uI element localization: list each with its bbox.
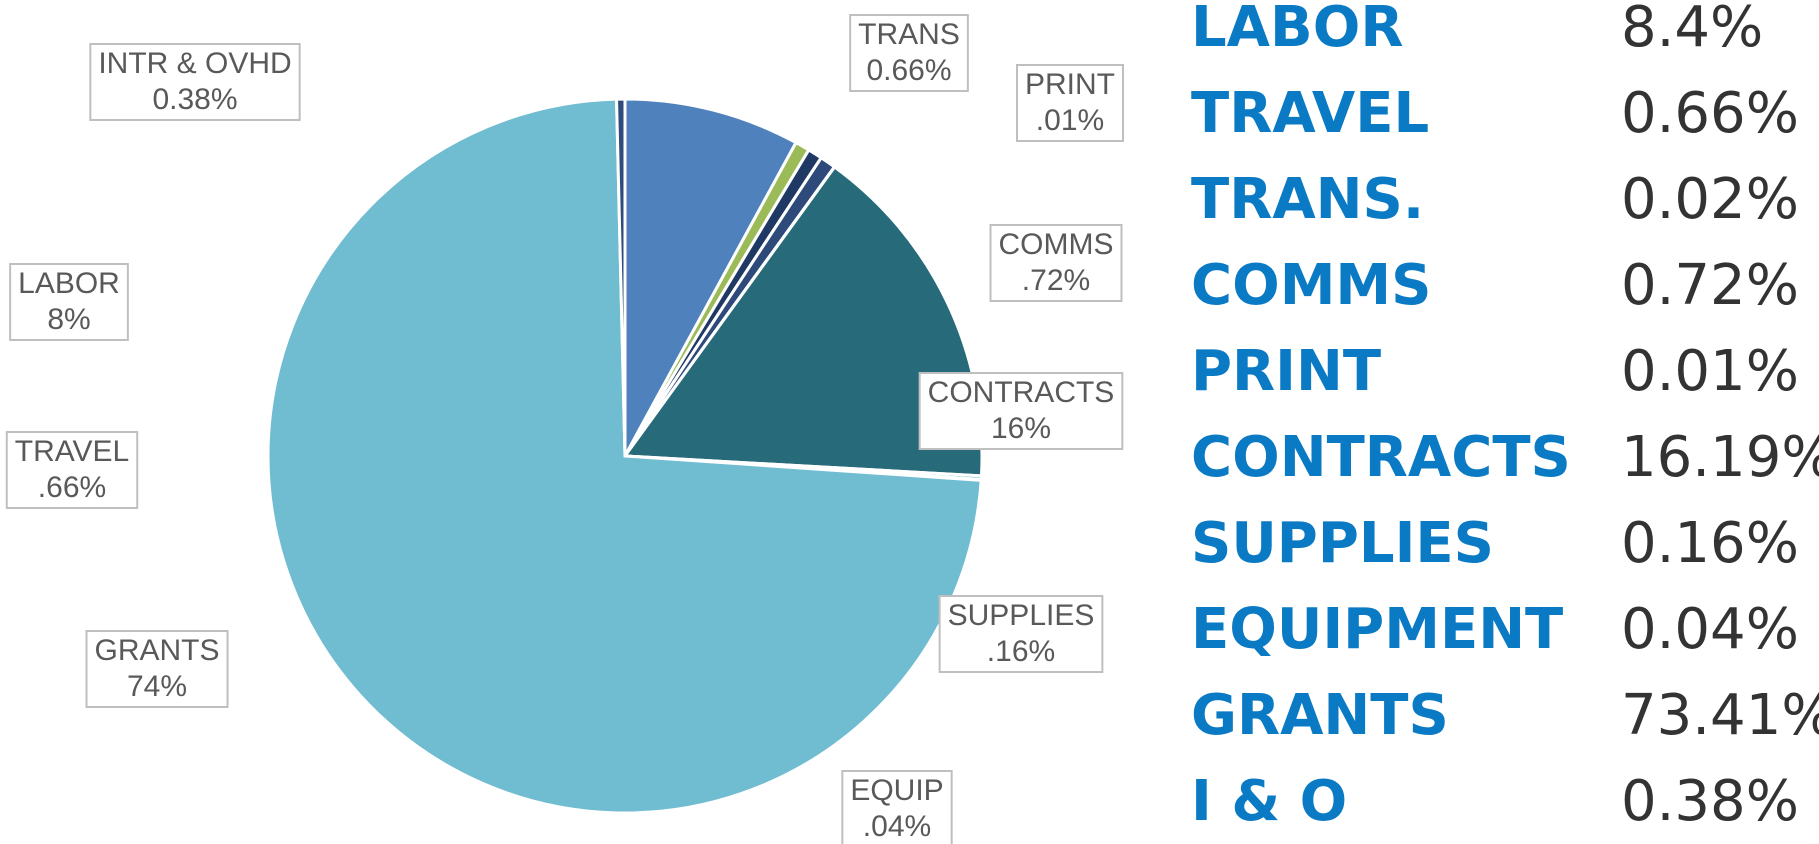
label-name: COMMS bbox=[999, 228, 1114, 261]
label-value: 74% bbox=[127, 670, 187, 703]
label-name: TRANS bbox=[858, 18, 960, 51]
label-name: PRINT bbox=[1025, 68, 1115, 101]
table-value: 16.19% bbox=[1621, 425, 1819, 490]
table-name: TRAVEL bbox=[1191, 81, 1429, 146]
table-value: 0.38% bbox=[1621, 769, 1799, 834]
pie-slice bbox=[623, 97, 799, 457]
label-box bbox=[85, 630, 229, 708]
table-name: I & O bbox=[1191, 769, 1347, 834]
label-value: .66% bbox=[38, 471, 106, 504]
table-name: CONTRACTS bbox=[1191, 425, 1571, 490]
label-name: SUPPLIES bbox=[948, 599, 1095, 632]
label-name: LABOR bbox=[18, 267, 120, 300]
label-value: .01% bbox=[1036, 104, 1104, 137]
label-box bbox=[849, 14, 969, 92]
label-box bbox=[89, 43, 301, 121]
label-name: GRANTS bbox=[94, 634, 219, 667]
table-name: COMMS bbox=[1191, 253, 1432, 318]
table-value: 73.41% bbox=[1621, 683, 1819, 748]
pie-slice bbox=[614, 97, 627, 457]
table-name: EQUIPMENT bbox=[1191, 597, 1563, 662]
table-value: 0.72% bbox=[1621, 253, 1799, 318]
label-value: 0.66% bbox=[866, 54, 951, 87]
table-name: LABOR bbox=[1191, 0, 1403, 60]
table-name: SUPPLIES bbox=[1191, 511, 1494, 576]
label-value: 16% bbox=[991, 412, 1051, 445]
label-box bbox=[918, 372, 1124, 450]
table-name: TRANS. bbox=[1191, 167, 1424, 232]
label-value: 8% bbox=[47, 303, 90, 336]
table-value: 8.4% bbox=[1621, 0, 1763, 60]
label-name: INTR & OVHD bbox=[98, 47, 291, 80]
label-box bbox=[841, 770, 953, 844]
table-value: 0.01% bbox=[1621, 339, 1799, 404]
table-value: 0.66% bbox=[1621, 81, 1799, 146]
label-value: 0.38% bbox=[152, 83, 237, 116]
label-box bbox=[1016, 64, 1124, 142]
label-name: TRAVEL bbox=[15, 435, 129, 468]
label-name: EQUIP bbox=[850, 774, 943, 807]
table-value: 0.16% bbox=[1621, 511, 1799, 576]
label-box bbox=[9, 263, 129, 341]
table-name: PRINT bbox=[1191, 339, 1381, 404]
table-value: 0.02% bbox=[1621, 167, 1799, 232]
table-value: 0.04% bbox=[1621, 597, 1799, 662]
label-box bbox=[989, 224, 1123, 302]
label-box bbox=[5, 431, 139, 509]
pie-slice bbox=[266, 97, 983, 815]
label-name: CONTRACTS bbox=[928, 376, 1115, 409]
label-value: .16% bbox=[987, 635, 1055, 668]
label-box bbox=[938, 595, 1104, 673]
label-value: .72% bbox=[1022, 264, 1090, 297]
label-value: .04% bbox=[863, 810, 931, 843]
table-name: GRANTS bbox=[1191, 683, 1449, 748]
